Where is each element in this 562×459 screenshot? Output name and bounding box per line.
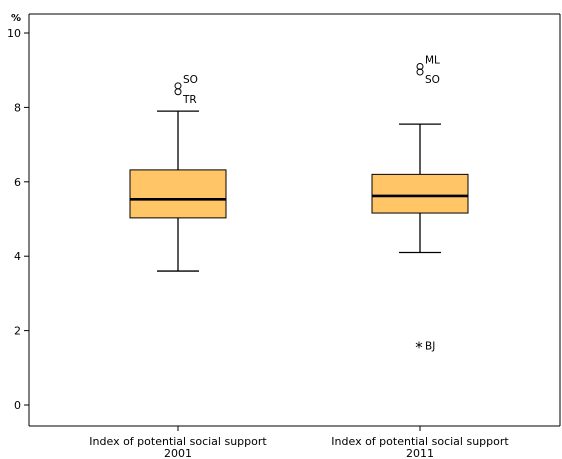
y-unit-label: % bbox=[11, 13, 21, 24]
box-group: SO TR Index of potential social support200… bbox=[89, 74, 267, 459]
category-label-line1: Index of potential social support bbox=[331, 435, 509, 448]
box-group: ML SO * BJ Index of potential social support… bbox=[331, 54, 509, 459]
y-axis-ticks: 0 2 4 6 8 10 bbox=[7, 27, 29, 412]
extreme-outlier-marker: * bbox=[415, 338, 423, 356]
iqr-box bbox=[129, 169, 227, 219]
y-tick-label: 4 bbox=[14, 250, 21, 263]
y-tick-label: 8 bbox=[14, 101, 21, 114]
outlier-marker bbox=[174, 82, 182, 90]
outlier-marker bbox=[174, 88, 182, 96]
category-label-line2: 2011 bbox=[406, 447, 434, 459]
y-tick-label: 6 bbox=[14, 176, 21, 189]
outlier-marker bbox=[416, 68, 424, 76]
y-tick-label: 2 bbox=[14, 325, 21, 338]
y-tick-label: 10 bbox=[7, 27, 21, 40]
y-tick-label: 0 bbox=[14, 399, 21, 412]
category-label-line2: 2001 bbox=[164, 447, 192, 459]
outlier-label: BJ bbox=[425, 340, 435, 352]
outlier-label: SO bbox=[183, 74, 198, 86]
outlier-label: TR bbox=[182, 94, 197, 106]
iqr-box bbox=[371, 173, 469, 214]
outlier-label: ML bbox=[425, 54, 440, 66]
category-label-line1: Index of potential social support bbox=[89, 435, 267, 448]
outlier-label: SO bbox=[425, 74, 440, 86]
